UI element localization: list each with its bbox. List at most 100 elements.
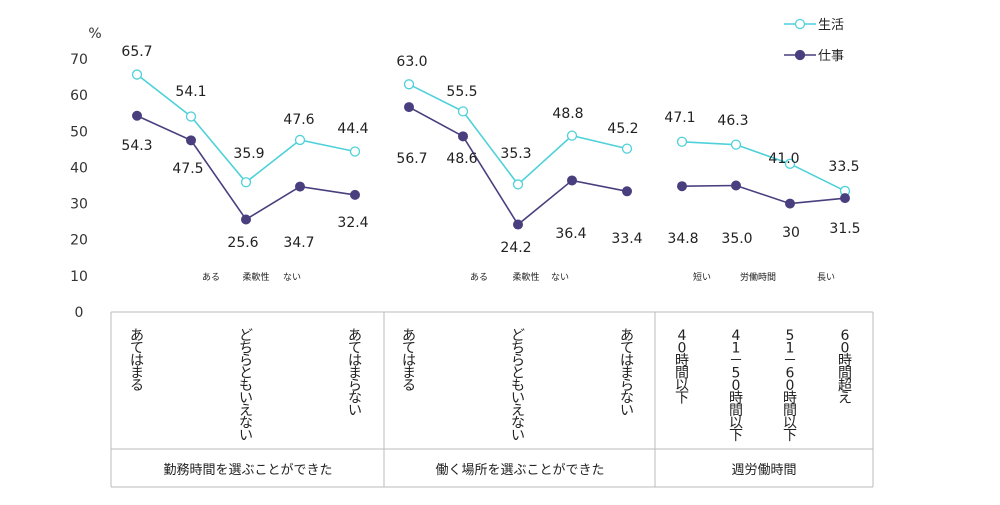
category-label-char: は xyxy=(348,353,362,369)
category-label-char: 超 xyxy=(838,378,852,394)
category-label-char: ら xyxy=(620,378,634,394)
category-label-char: 間 xyxy=(729,403,743,419)
category-label-char: あ xyxy=(402,328,416,344)
category-label-char: 時 xyxy=(675,353,689,369)
y-tick-label: 50 xyxy=(70,124,88,140)
data-label-work: 33.4 xyxy=(611,231,642,247)
data-label-work: 34.8 xyxy=(667,231,698,247)
category-label-char: る xyxy=(130,378,144,394)
category-label-char: 1 xyxy=(786,341,795,357)
category-label-char: 0 xyxy=(841,341,850,357)
category-label-char: て xyxy=(348,341,362,357)
category-label-char: て xyxy=(130,341,144,357)
category-label-char: 以 xyxy=(675,378,689,394)
category-label-char: い xyxy=(511,428,525,444)
category-label-char: 間 xyxy=(838,366,852,382)
category-label-char: い xyxy=(239,391,253,407)
data-label-work: 32.4 xyxy=(337,215,368,231)
data-point-work xyxy=(186,135,196,146)
category-label-char: え xyxy=(239,403,253,419)
scale-label: 柔軟性 xyxy=(242,271,269,283)
category-label-char: い xyxy=(511,391,525,407)
data-label-life: 47.1 xyxy=(664,110,695,126)
data-label-life: 63.0 xyxy=(396,54,427,70)
scale-label: 労働時間 xyxy=(740,271,776,283)
data-label-life: 54.1 xyxy=(175,84,206,100)
series-line-work xyxy=(136,115,356,221)
data-label-life: 33.5 xyxy=(828,159,859,175)
category-label-char: 下 xyxy=(783,428,797,444)
category-label-char: 5 xyxy=(786,328,795,344)
legend-marker xyxy=(794,49,806,61)
data-label-life: 47.6 xyxy=(283,112,314,128)
data-label-work: 48.6 xyxy=(446,151,477,167)
category-label-char: え xyxy=(838,391,852,407)
data-point-work xyxy=(840,193,850,204)
category-label-char: ら xyxy=(511,353,525,369)
category-label-char: ど xyxy=(511,328,525,344)
data-point-life xyxy=(730,139,742,150)
category-label-char: あ xyxy=(130,328,144,344)
category-label-char: て xyxy=(620,341,634,357)
category-label-char: ま xyxy=(402,366,416,382)
data-label-work: 35.0 xyxy=(721,231,752,247)
category-label-char: ま xyxy=(130,366,144,382)
category-label-char: 0 xyxy=(786,378,795,394)
legend-label: 生活 xyxy=(818,18,844,33)
category-label-char: 0 xyxy=(678,341,687,357)
category-label-char: な xyxy=(620,391,634,407)
data-label-life: 35.3 xyxy=(500,146,531,162)
category-label-char: も xyxy=(511,378,525,394)
y-tick-label: 30 xyxy=(70,197,88,213)
category-label-char: ら xyxy=(239,353,253,369)
data-point-work xyxy=(132,110,142,121)
category-label-char: も xyxy=(239,378,253,394)
data-point-work xyxy=(513,219,523,230)
category-label-char: 下 xyxy=(729,428,743,444)
category-label-char: と xyxy=(511,366,525,382)
data-label-work: 34.7 xyxy=(283,235,314,251)
category-label-char: 間 xyxy=(783,403,797,419)
series-line-life xyxy=(136,73,356,184)
data-point-work xyxy=(404,102,414,113)
category-label-char: 4 xyxy=(678,328,687,344)
category-label-char: あ xyxy=(620,328,634,344)
group-title: 勤務時間を選ぶことができた xyxy=(163,463,332,478)
data-point-work xyxy=(622,186,632,197)
data-label-work: 25.6 xyxy=(227,235,258,251)
data-label-life: 55.5 xyxy=(446,84,477,100)
y-axis-unit: % xyxy=(88,26,101,42)
category-label-char: は xyxy=(620,353,634,369)
category-label-char: る xyxy=(402,378,416,394)
category-label-char: え xyxy=(511,403,525,419)
y-tick-label: 10 xyxy=(70,269,88,285)
y-tick-label: 20 xyxy=(70,233,88,249)
series-line-life xyxy=(408,83,628,186)
data-label-work: 54.3 xyxy=(121,138,152,154)
legend-marker xyxy=(794,18,806,30)
scale-label: 柔軟性 xyxy=(512,271,539,283)
data-point-work xyxy=(731,180,741,191)
category-label-char: 5 xyxy=(732,366,741,382)
data-point-life xyxy=(403,79,415,90)
y-tick-label: 40 xyxy=(70,160,88,176)
category-label-char: て xyxy=(402,341,416,357)
category-label-char: 時 xyxy=(729,391,743,407)
category-label-char: 間 xyxy=(675,366,689,382)
category-label-char: い xyxy=(239,428,253,444)
category-label-char: ら xyxy=(348,378,362,394)
data-label-work: 36.4 xyxy=(555,226,586,242)
data-point-work xyxy=(295,181,305,192)
scale-label: ない xyxy=(283,272,301,283)
data-label-life: 65.7 xyxy=(121,44,152,60)
data-point-life xyxy=(621,143,633,154)
data-point-life xyxy=(784,158,796,169)
category-label-char: ど xyxy=(239,328,253,344)
y-tick-label: 70 xyxy=(70,52,88,68)
category-label-char: 0 xyxy=(732,378,741,394)
data-label-work: 30 xyxy=(782,225,800,241)
category-label-char: と xyxy=(239,366,253,382)
category-label-char: 以 xyxy=(783,416,797,432)
data-point-work xyxy=(677,181,687,192)
